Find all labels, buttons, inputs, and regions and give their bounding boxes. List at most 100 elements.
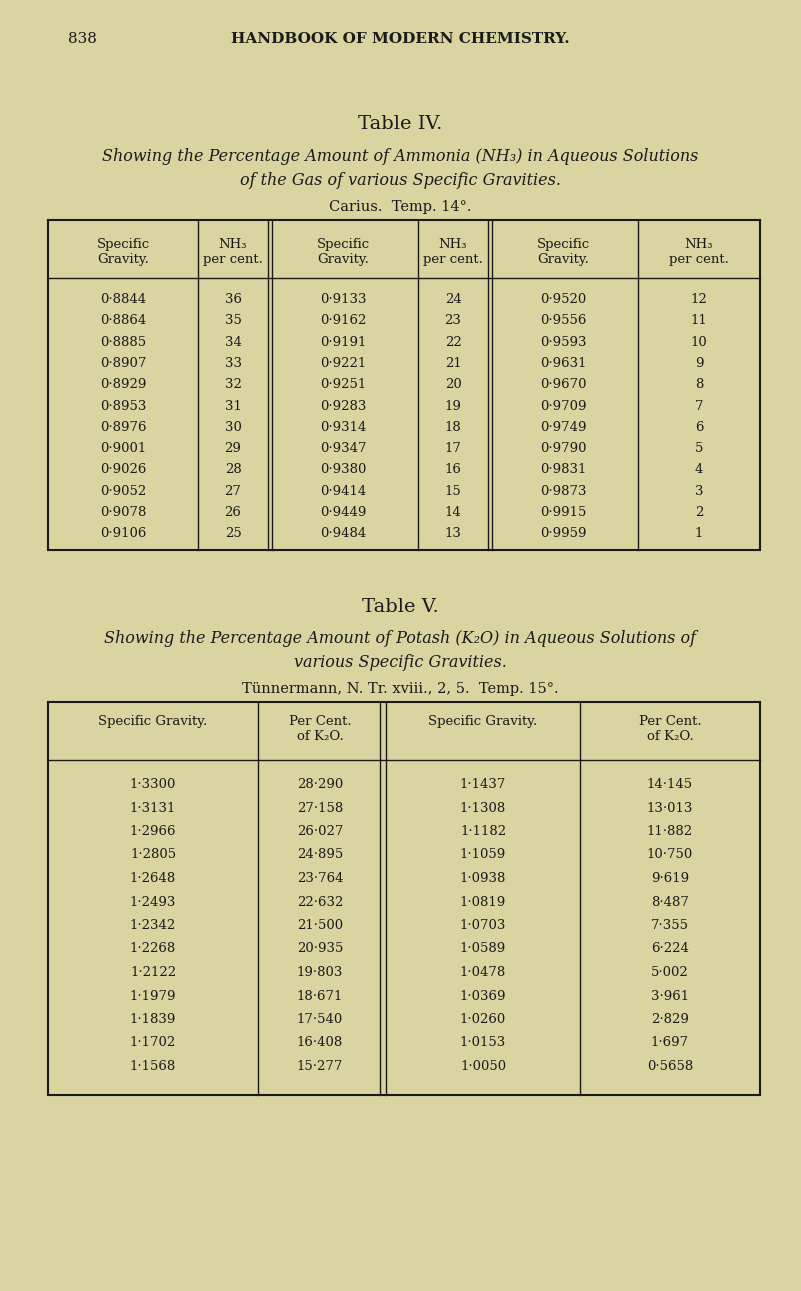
Text: 6·224: 6·224 [651, 942, 689, 955]
Text: 1·1182: 1·1182 [460, 825, 506, 838]
Text: 0·9915: 0·9915 [540, 506, 586, 519]
Text: 21: 21 [445, 356, 461, 371]
Text: 1·0938: 1·0938 [460, 871, 506, 886]
Text: 18: 18 [445, 421, 461, 434]
Text: 34: 34 [224, 336, 241, 349]
Text: 0·9709: 0·9709 [540, 399, 586, 413]
Text: 0·9749: 0·9749 [540, 421, 586, 434]
Text: 27: 27 [224, 484, 241, 498]
Text: 26: 26 [224, 506, 241, 519]
Text: 29: 29 [224, 442, 241, 456]
Text: 1·2805: 1·2805 [130, 848, 176, 861]
Text: 1·0478: 1·0478 [460, 966, 506, 979]
Text: 5·002: 5·002 [651, 966, 689, 979]
Text: 25: 25 [224, 527, 241, 541]
Text: 2: 2 [694, 506, 703, 519]
Text: 1·0819: 1·0819 [460, 896, 506, 909]
Text: 838: 838 [68, 32, 97, 46]
Text: 0·9631: 0·9631 [540, 356, 586, 371]
Text: 15: 15 [445, 484, 461, 498]
Text: 6: 6 [694, 421, 703, 434]
Text: NH₃
per cent.: NH₃ per cent. [669, 238, 729, 266]
Text: Specific Gravity.: Specific Gravity. [429, 715, 537, 728]
Text: 16·408: 16·408 [297, 1037, 343, 1050]
Text: 1·0050: 1·0050 [460, 1060, 506, 1073]
Text: Table V.: Table V. [361, 598, 438, 616]
Text: 13·013: 13·013 [647, 802, 693, 815]
Text: 3·961: 3·961 [651, 989, 689, 1003]
Text: 1·3131: 1·3131 [130, 802, 176, 815]
Text: 0·9106: 0·9106 [100, 527, 147, 541]
Text: 0·8844: 0·8844 [100, 293, 146, 306]
Text: 1·0589: 1·0589 [460, 942, 506, 955]
Text: 0·9520: 0·9520 [540, 293, 586, 306]
Text: 8·487: 8·487 [651, 896, 689, 909]
Text: 33: 33 [224, 356, 241, 371]
Text: Specific
Gravity.: Specific Gravity. [96, 238, 150, 266]
Text: 0·9283: 0·9283 [320, 399, 366, 413]
Text: 19: 19 [445, 399, 461, 413]
Text: 20: 20 [445, 378, 461, 391]
Text: 14: 14 [445, 506, 461, 519]
Text: 1·2342: 1·2342 [130, 919, 176, 932]
Text: 0·9347: 0·9347 [320, 442, 366, 456]
Text: Tünnermann, N. Tr. xviii., 2, 5.  Temp. 15°.: Tünnermann, N. Tr. xviii., 2, 5. Temp. 1… [242, 682, 558, 696]
Text: 28: 28 [224, 463, 241, 476]
Text: 8: 8 [694, 378, 703, 391]
Text: Carius.  Temp. 14°.: Carius. Temp. 14°. [328, 200, 471, 214]
Text: 1·2966: 1·2966 [130, 825, 176, 838]
Text: 0·9484: 0·9484 [320, 527, 366, 541]
Text: 7: 7 [694, 399, 703, 413]
Text: Table IV.: Table IV. [358, 115, 442, 133]
Text: Specific
Gravity.: Specific Gravity. [537, 238, 590, 266]
Text: Per Cent.
of K₂O.: Per Cent. of K₂O. [638, 715, 702, 744]
Text: 1·0703: 1·0703 [460, 919, 506, 932]
Text: 0·9593: 0·9593 [540, 336, 586, 349]
Text: 0·8929: 0·8929 [100, 378, 147, 391]
Text: 0·9959: 0·9959 [540, 527, 586, 541]
Text: 0·9001: 0·9001 [100, 442, 146, 456]
Text: 18·671: 18·671 [297, 989, 343, 1003]
Text: 22: 22 [445, 336, 461, 349]
Text: 22·632: 22·632 [297, 896, 343, 909]
Text: 0·9191: 0·9191 [320, 336, 366, 349]
Text: 10: 10 [690, 336, 707, 349]
Text: 1·1437: 1·1437 [460, 778, 506, 791]
Text: 17·540: 17·540 [297, 1013, 343, 1026]
Text: 0·9556: 0·9556 [540, 314, 586, 328]
Text: 27·158: 27·158 [297, 802, 343, 815]
Text: 15·277: 15·277 [297, 1060, 343, 1073]
Text: NH₃
per cent.: NH₃ per cent. [203, 238, 263, 266]
Text: 3: 3 [694, 484, 703, 498]
Text: Specific Gravity.: Specific Gravity. [99, 715, 207, 728]
Text: 10·750: 10·750 [647, 848, 693, 861]
Text: 16: 16 [445, 463, 461, 476]
Text: 1·1059: 1·1059 [460, 848, 506, 861]
Text: 7·355: 7·355 [651, 919, 689, 932]
Text: 0·9052: 0·9052 [100, 484, 146, 498]
Text: 0·9873: 0·9873 [540, 484, 586, 498]
Text: 0·9449: 0·9449 [320, 506, 366, 519]
Text: 1·1308: 1·1308 [460, 802, 506, 815]
Text: 1·3300: 1·3300 [130, 778, 176, 791]
Text: 35: 35 [224, 314, 241, 328]
Text: 9: 9 [694, 356, 703, 371]
Text: 30: 30 [224, 421, 241, 434]
Text: 2·829: 2·829 [651, 1013, 689, 1026]
Text: 1·2268: 1·2268 [130, 942, 176, 955]
Text: 0·9162: 0·9162 [320, 314, 366, 328]
Text: 28·290: 28·290 [297, 778, 343, 791]
Text: HANDBOOK OF MODERN CHEMISTRY.: HANDBOOK OF MODERN CHEMISTRY. [231, 32, 570, 46]
Text: 20·935: 20·935 [297, 942, 343, 955]
Text: 24: 24 [445, 293, 461, 306]
Text: various Specific Gravities.: various Specific Gravities. [293, 655, 506, 671]
Text: 23·764: 23·764 [296, 871, 344, 886]
Text: 5: 5 [694, 442, 703, 456]
Text: 0·9790: 0·9790 [540, 442, 586, 456]
Text: 1·1568: 1·1568 [130, 1060, 176, 1073]
Text: 0·8885: 0·8885 [100, 336, 146, 349]
Text: 21·500: 21·500 [297, 919, 343, 932]
Text: 14·145: 14·145 [647, 778, 693, 791]
Text: 0·8907: 0·8907 [100, 356, 147, 371]
Text: Showing the Percentage Amount of Potash (K₂O) in Aqueous Solutions of: Showing the Percentage Amount of Potash … [104, 630, 696, 647]
